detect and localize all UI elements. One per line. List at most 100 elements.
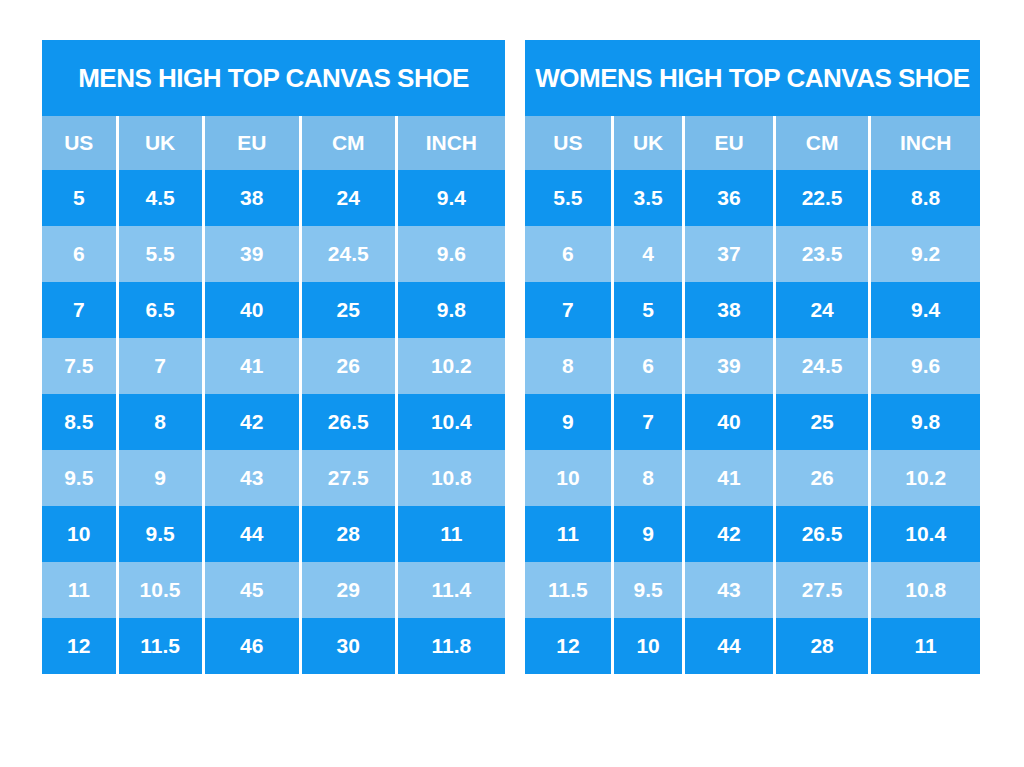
size-cell: 6 — [612, 338, 683, 394]
size-cell: 9.5 — [612, 562, 683, 618]
size-cell: 10.2 — [870, 450, 980, 506]
size-cell: 11.8 — [396, 618, 505, 674]
size-cell: 42 — [684, 506, 775, 562]
mens-column-header-eu: EU — [203, 116, 300, 170]
womens-size-table: WOMENS HIGH TOP CANVAS SHOE US UK EU CM … — [525, 40, 980, 674]
mens-table-title: MENS HIGH TOP CANVAS SHOE — [42, 40, 505, 116]
size-cell: 10.2 — [396, 338, 505, 394]
size-cell: 10.4 — [870, 506, 980, 562]
table-row: 65.53924.59.6 — [42, 226, 505, 282]
size-cell: 11 — [525, 506, 612, 562]
mens-header-row: US UK EU CM INCH — [42, 116, 505, 170]
size-cell: 10 — [612, 618, 683, 674]
size-cell: 9.6 — [870, 338, 980, 394]
size-cell: 11.5 — [525, 562, 612, 618]
table-row: 863924.59.6 — [525, 338, 980, 394]
size-cell: 11 — [870, 618, 980, 674]
mens-column-header-uk: UK — [117, 116, 203, 170]
size-cell: 43 — [684, 562, 775, 618]
womens-column-header-eu: EU — [684, 116, 775, 170]
mens-table-body: 54.538249.465.53924.59.676.540259.87.574… — [42, 170, 505, 674]
size-cell: 27.5 — [300, 450, 396, 506]
table-row: 7538249.4 — [525, 282, 980, 338]
size-cell: 4 — [612, 226, 683, 282]
size-cell: 30 — [300, 618, 396, 674]
table-row: 11.59.54327.510.8 — [525, 562, 980, 618]
size-cell: 42 — [203, 394, 300, 450]
size-cell: 9.8 — [396, 282, 505, 338]
size-cell: 26 — [774, 450, 870, 506]
size-cell: 37 — [684, 226, 775, 282]
size-cell: 26.5 — [300, 394, 396, 450]
size-cell: 38 — [684, 282, 775, 338]
size-cell: 41 — [684, 450, 775, 506]
size-cell: 8 — [612, 450, 683, 506]
size-cell: 9.6 — [396, 226, 505, 282]
size-cell: 10.5 — [117, 562, 203, 618]
womens-title-row: WOMENS HIGH TOP CANVAS SHOE — [525, 40, 980, 116]
womens-column-header-uk: UK — [612, 116, 683, 170]
size-cell: 40 — [684, 394, 775, 450]
size-cell: 10.8 — [396, 450, 505, 506]
size-cell: 39 — [203, 226, 300, 282]
table-row: 54.538249.4 — [42, 170, 505, 226]
size-cell: 3.5 — [612, 170, 683, 226]
size-cell: 12 — [42, 618, 117, 674]
table-row: 109.5442811 — [42, 506, 505, 562]
size-cell: 9 — [117, 450, 203, 506]
table-row: 1194226.510.4 — [525, 506, 980, 562]
size-cell: 8 — [117, 394, 203, 450]
size-cell: 9.5 — [42, 450, 117, 506]
size-cell: 24 — [774, 282, 870, 338]
size-tables-container: MENS HIGH TOP CANVAS SHOE US UK EU CM IN… — [42, 40, 1024, 674]
size-cell: 9.5 — [117, 506, 203, 562]
table-row: 5.53.53622.58.8 — [525, 170, 980, 226]
size-cell: 7 — [42, 282, 117, 338]
womens-column-header-us: US — [525, 116, 612, 170]
table-row: 9740259.8 — [525, 394, 980, 450]
size-cell: 43 — [203, 450, 300, 506]
table-row: 8.584226.510.4 — [42, 394, 505, 450]
size-cell: 7 — [525, 282, 612, 338]
size-cell: 25 — [774, 394, 870, 450]
size-cell: 7 — [117, 338, 203, 394]
size-cell: 44 — [684, 618, 775, 674]
size-cell: 24 — [300, 170, 396, 226]
size-cell: 22.5 — [774, 170, 870, 226]
size-cell: 40 — [203, 282, 300, 338]
size-cell: 10.8 — [870, 562, 980, 618]
table-row: 1110.5452911.4 — [42, 562, 505, 618]
womens-column-header-inch: INCH — [870, 116, 980, 170]
size-cell: 11 — [396, 506, 505, 562]
mens-column-header-us: US — [42, 116, 117, 170]
table-row: 76.540259.8 — [42, 282, 505, 338]
size-cell: 41 — [203, 338, 300, 394]
size-cell: 26.5 — [774, 506, 870, 562]
size-cell: 46 — [203, 618, 300, 674]
mens-column-header-inch: INCH — [396, 116, 505, 170]
size-cell: 8 — [525, 338, 612, 394]
size-cell: 29 — [300, 562, 396, 618]
size-cell: 28 — [300, 506, 396, 562]
size-cell: 5.5 — [117, 226, 203, 282]
size-cell: 7 — [612, 394, 683, 450]
size-cell: 8.5 — [42, 394, 117, 450]
womens-header-row: US UK EU CM INCH — [525, 116, 980, 170]
size-cell: 4.5 — [117, 170, 203, 226]
size-cell: 11.5 — [117, 618, 203, 674]
size-cell: 8.8 — [870, 170, 980, 226]
table-row: 9.594327.510.8 — [42, 450, 505, 506]
size-cell: 9.4 — [396, 170, 505, 226]
size-cell: 44 — [203, 506, 300, 562]
mens-title-row: MENS HIGH TOP CANVAS SHOE — [42, 40, 505, 116]
size-cell: 12 — [525, 618, 612, 674]
size-cell: 26 — [300, 338, 396, 394]
size-cell: 24.5 — [774, 338, 870, 394]
size-cell: 6 — [42, 226, 117, 282]
size-cell: 36 — [684, 170, 775, 226]
womens-column-header-cm: CM — [774, 116, 870, 170]
mens-column-header-cm: CM — [300, 116, 396, 170]
size-cell: 27.5 — [774, 562, 870, 618]
table-row: 108412610.2 — [525, 450, 980, 506]
size-cell: 45 — [203, 562, 300, 618]
